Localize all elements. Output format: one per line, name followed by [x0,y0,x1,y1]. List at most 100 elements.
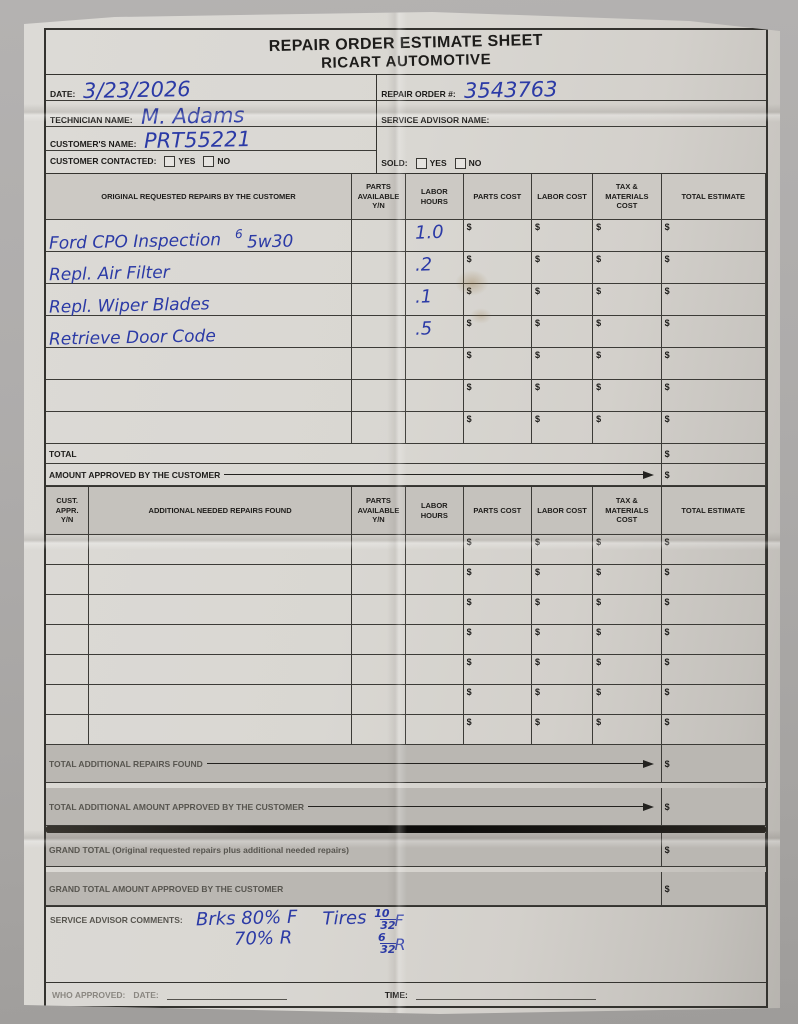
cust-appr-cell [46,535,90,565]
dollar-sign: $ [593,348,662,380]
dollar-sign: $ [593,595,662,625]
repair-order-form: REPAIR ORDER ESTIMATE SHEET RICART AUTOM… [44,28,768,1008]
parts-available-cell [352,316,406,348]
labor-hours-cell [405,685,464,715]
date-blank-line [166,989,287,1000]
col-header-labor-cost: LABOR COST [531,487,594,535]
labor-hours-cell [405,625,464,655]
additional-repair-cell [89,625,352,655]
dollar-sign: $ [593,535,662,565]
sold-row: SOLD: YES NO [377,153,766,173]
repair-order-row: REPAIR ORDER #: 3543763 [377,75,766,103]
customer-contacted-label: CUSTOMER CONTACTED: [50,156,157,166]
labor-hours-cell [406,348,464,380]
labor-hours-cell: .2 [406,252,464,284]
dollar-sign: $ [463,625,532,655]
arrow-line [308,802,654,811]
col-header-labor-cost: LABOR COST [531,174,594,220]
repair-item-text: Retrieve Door Code [48,326,217,350]
cust-appr-cell [46,655,90,685]
dollar-sign: $ [463,685,532,715]
brakes-notes: Brks 80% F 70% R [196,907,298,955]
dollar-sign: $ [463,380,532,412]
dollar-sign: $ [661,872,766,906]
service-advisor-row: SERVICE ADVISOR NAME: [377,101,766,127]
labor-hours-cell [406,380,464,412]
total-additional-found-cell: TOTAL ADDITIONAL REPAIRS FOUND [46,745,662,783]
col-header-labor-hours: LABOR HOURS [405,487,464,535]
dollar-sign: $ [593,380,662,412]
sold-no-checkbox [454,157,466,169]
total-additional-found-row: TOTAL ADDITIONAL REPAIRS FOUND $ [46,745,766,783]
repair-order-label: REPAIR ORDER #: [381,89,456,99]
tire-depth-values: 10 32 F 6 32 R [374,908,405,955]
col-header-original-repairs: ORIGINAL REQUESTED REPAIRS BY THE CUSTOM… [46,174,352,220]
col-header-parts-available: PARTS AVAILABLE Y/N [351,487,406,535]
dollar-sign: $ [593,316,662,348]
dollar-sign: $ [593,284,662,316]
dollar-sign: $ [463,316,532,348]
date-label: DATE: [50,89,76,99]
parts-available-cell [351,565,406,595]
col-header-total-estimate: TOTAL ESTIMATE [661,487,766,535]
cust-appr-cell [46,565,90,595]
dollar-sign: $ [661,316,766,348]
repair-item-text: Ford CPO Inspection [48,230,222,254]
parts-available-cell [352,380,406,412]
dollar-sign: $ [463,595,532,625]
repair-item-cell: Repl. Air Filter [46,252,352,286]
labor-hours-cell [406,412,464,444]
parts-available-cell [352,220,406,252]
dollar-sign: $ [531,625,594,655]
footer-date-label: DATE: [133,989,159,1000]
labor-hours-cell [405,535,464,565]
col-header-total-estimate: TOTAL ESTIMATE [661,174,766,220]
technician-value: M. Adams [140,103,245,129]
labor-hours-value: 1.0 [414,221,444,244]
customer-row: CUSTOMER'S NAME: PRT55221 [46,127,377,153]
repair-item-cell: Ford CPO Inspection 6 5w30 [46,220,352,254]
dollar-sign: $ [661,745,766,783]
dollar-sign: $ [531,284,594,316]
parts-available-cell [351,535,406,565]
dollar-sign: $ [661,788,766,826]
dollar-sign: $ [531,412,594,444]
dollar-sign: $ [463,348,532,380]
dollar-sign: $ [463,220,532,252]
parts-available-cell [352,348,406,380]
info-spacer [377,127,766,153]
labor-hours-cell [405,655,464,685]
labor-hours-value: .5 [414,318,433,340]
dollar-sign: $ [661,685,766,715]
time-blank-line [415,989,596,1000]
dollar-sign: $ [661,444,766,464]
dollar-sign: $ [593,412,662,444]
repair-item-cell [46,380,352,412]
dollar-sign: $ [463,412,532,444]
sold-yes-checkbox [415,157,427,169]
brakes-rear-note: 70% R [233,927,293,950]
dollar-sign: $ [661,220,766,252]
dollar-sign: $ [593,655,662,685]
parts-available-cell [351,595,406,625]
cust-appr-cell [46,595,90,625]
dollar-sign: $ [531,595,594,625]
labor-hours-value: .2 [414,254,433,276]
dollar-sign: $ [463,655,532,685]
total-additional-found-label: TOTAL ADDITIONAL REPAIRS FOUND [49,758,203,769]
labor-hours-cell [405,715,464,745]
dollar-sign: $ [593,220,662,252]
dollar-sign: $ [463,252,532,284]
labor-hours-cell: .1 [406,284,464,316]
amount-approved-label-cell: AMOUNT APPROVED BY THE CUSTOMER [46,464,662,486]
repair-item-text: Repl. Air Filter [48,262,170,286]
parts-available-cell [351,715,406,745]
dollar-sign: $ [661,284,766,316]
dollar-sign: $ [661,464,766,486]
dollar-sign: $ [531,380,594,412]
customer-value: PRT55221 [144,127,252,153]
dollar-sign: $ [593,252,662,284]
dollar-sign: $ [463,565,532,595]
parts-available-cell [351,685,406,715]
info-left-column: DATE: 3/23/2026 TECHNICIAN NAME: M. Adam… [46,75,378,173]
